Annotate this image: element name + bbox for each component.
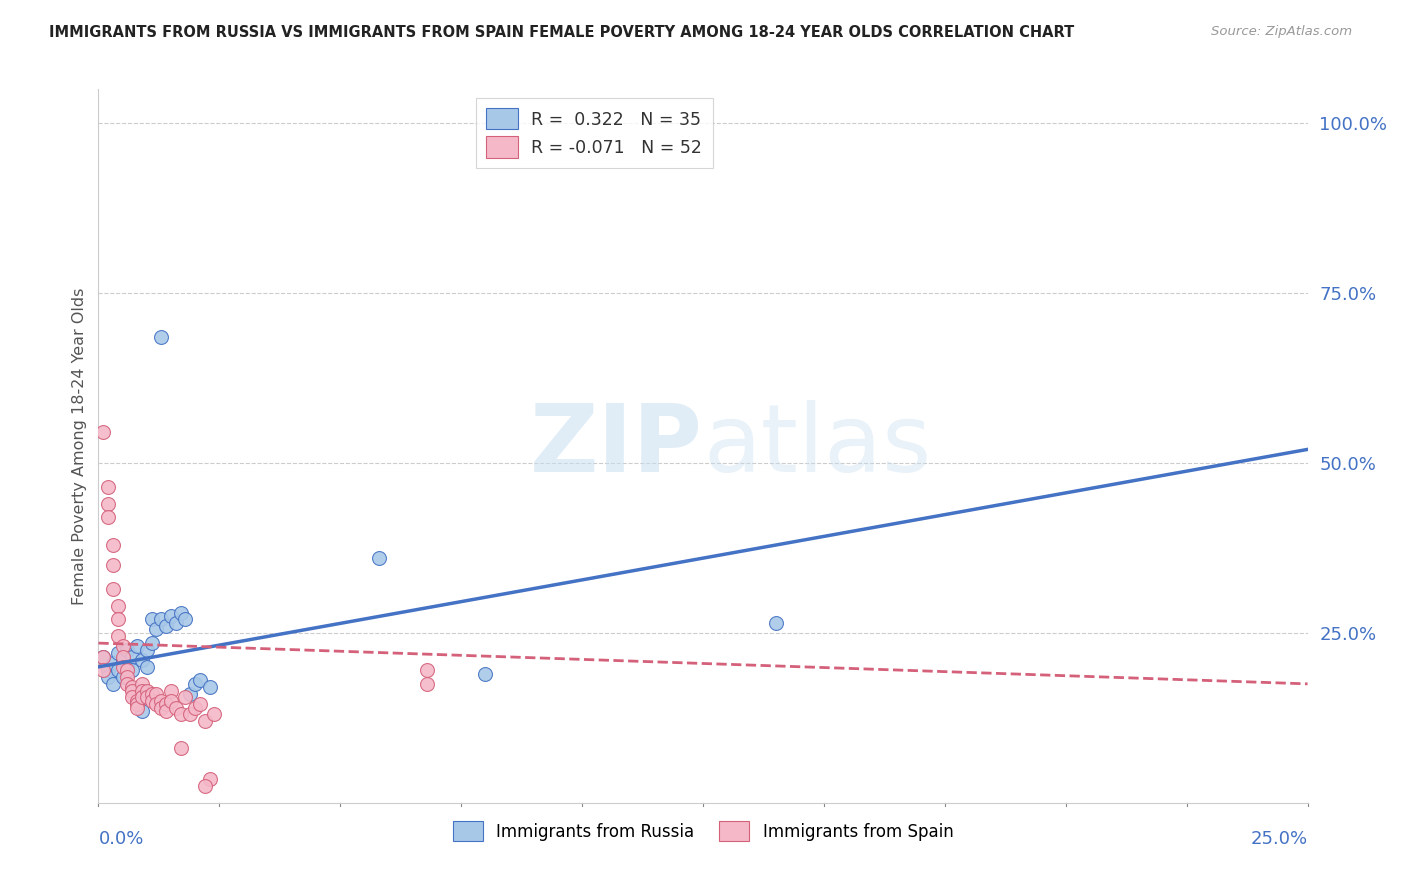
Point [111,653,134,667]
Text: ZIP: ZIP [530,400,703,492]
Point [127,694,149,708]
Point [165,615,187,630]
Point [111,640,134,654]
Point [117,643,139,657]
Point [141,636,163,650]
Point [121,683,143,698]
Point [169,606,191,620]
Point [145,698,167,712]
Point [169,741,191,756]
Point [150,694,173,708]
Point [474,666,496,681]
Point [204,707,226,722]
Point [155,619,177,633]
Point [135,643,157,657]
Point [97,670,120,684]
Point [91,649,114,664]
Text: atlas: atlas [703,400,931,492]
Point [101,537,124,551]
Point [97,510,120,524]
Point [135,690,157,705]
Point [198,680,221,694]
Point [155,698,177,712]
Point [91,425,114,440]
Point [121,680,143,694]
Point [188,673,211,688]
Point [160,694,183,708]
Point [107,629,129,643]
Point [131,690,153,705]
Point [107,599,129,613]
Point [150,612,173,626]
Point [101,677,124,691]
Y-axis label: Female Poverty Among 18-24 Year Olds: Female Poverty Among 18-24 Year Olds [72,287,87,605]
Text: IMMIGRANTS FROM RUSSIA VS IMMIGRANTS FROM SPAIN FEMALE POVERTY AMONG 18-24 YEAR : IMMIGRANTS FROM RUSSIA VS IMMIGRANTS FRO… [49,25,1074,40]
Point [111,670,134,684]
Point [150,330,173,344]
Point [121,663,143,677]
Point [111,660,134,674]
Point [117,677,139,691]
Point [141,694,163,708]
Point [101,657,124,671]
Point [107,612,129,626]
Point [127,698,149,712]
Point [165,700,187,714]
Point [97,480,120,494]
Point [97,663,120,677]
Point [174,612,197,626]
Point [194,779,217,793]
Point [135,660,157,674]
Point [91,649,114,664]
Point [169,707,191,722]
Point [135,683,157,698]
Point [107,646,129,660]
Point [97,497,120,511]
Legend: Immigrants from Russia, Immigrants from Spain: Immigrants from Russia, Immigrants from … [446,814,960,848]
Point [145,687,167,701]
Text: 0.0%: 0.0% [98,830,143,848]
Point [174,690,197,705]
Point [107,663,129,677]
Point [155,704,177,718]
Point [194,714,217,729]
Point [141,687,163,701]
Point [141,612,163,626]
Point [160,683,183,698]
Text: 25.0%: 25.0% [1250,830,1308,848]
Point [131,683,153,698]
Point [117,660,139,674]
Point [121,690,143,705]
Point [127,640,149,654]
Point [145,623,167,637]
Point [131,704,153,718]
Point [179,707,201,722]
Point [91,663,114,677]
Point [416,677,439,691]
Point [150,700,173,714]
Point [184,700,207,714]
Point [117,663,139,677]
Point [101,582,124,596]
Point [765,615,787,630]
Point [131,653,153,667]
Point [131,677,153,691]
Point [179,687,201,701]
Point [101,558,124,572]
Point [127,700,149,714]
Point [117,670,139,684]
Point [111,649,134,664]
Point [160,608,183,623]
Point [416,663,439,677]
Point [184,677,207,691]
Point [368,551,391,566]
Point [121,649,143,664]
Point [198,772,221,786]
Text: Source: ZipAtlas.com: Source: ZipAtlas.com [1212,25,1353,38]
Point [188,698,211,712]
